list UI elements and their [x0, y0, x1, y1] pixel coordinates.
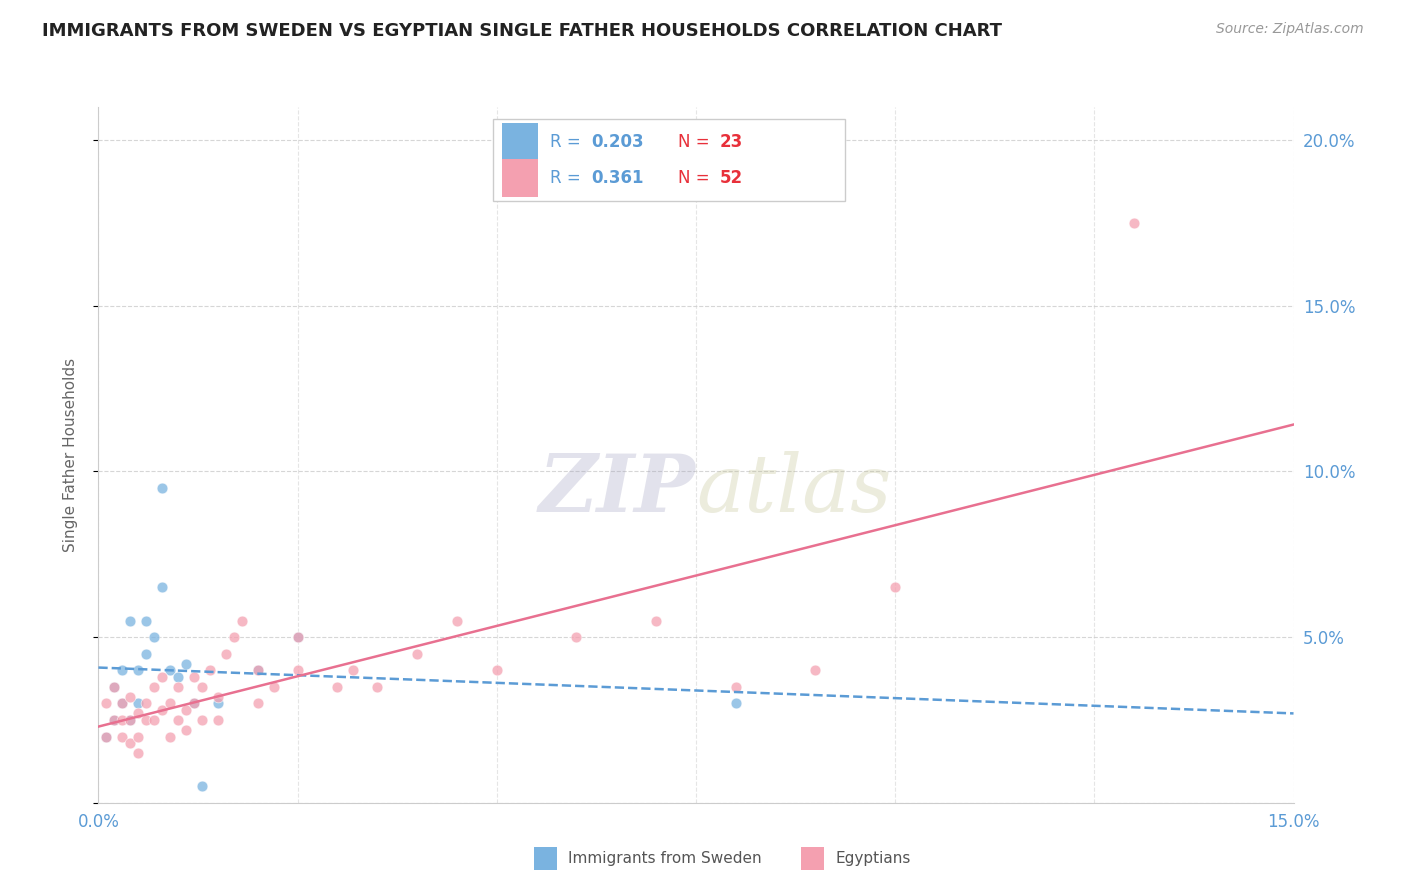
Point — [96, 730, 118, 744]
Point — [103, 680, 125, 694]
Point — [191, 779, 214, 793]
Point — [246, 663, 269, 677]
Point — [207, 713, 229, 727]
Point — [804, 663, 827, 677]
Point — [120, 713, 142, 727]
Point — [326, 680, 349, 694]
Point — [246, 697, 269, 711]
Point — [96, 730, 118, 744]
Point — [174, 657, 197, 671]
Point — [167, 713, 190, 727]
Point — [150, 670, 173, 684]
Point — [150, 581, 173, 595]
Point — [207, 697, 229, 711]
Point — [127, 697, 149, 711]
Text: ZIP: ZIP — [538, 451, 696, 528]
Point — [120, 690, 142, 704]
Point — [645, 614, 668, 628]
Point — [120, 736, 142, 750]
Point — [183, 697, 205, 711]
Text: 0.361: 0.361 — [591, 169, 644, 187]
Point — [406, 647, 429, 661]
Point — [150, 703, 173, 717]
Point — [183, 670, 205, 684]
Text: R =: R = — [550, 133, 586, 151]
Point — [135, 713, 157, 727]
Point — [174, 703, 197, 717]
Point — [446, 614, 468, 628]
Point — [159, 697, 181, 711]
Point — [565, 630, 588, 644]
Point — [246, 663, 269, 677]
Point — [198, 663, 221, 677]
Point — [120, 713, 142, 727]
Point — [207, 690, 229, 704]
Text: R =: R = — [550, 169, 586, 187]
Text: atlas: atlas — [696, 451, 891, 528]
Point — [120, 614, 142, 628]
Point — [96, 697, 118, 711]
Text: 52: 52 — [720, 169, 742, 187]
Point — [127, 746, 149, 760]
Text: Egyptians: Egyptians — [835, 851, 911, 865]
Point — [111, 713, 134, 727]
Text: Source: ZipAtlas.com: Source: ZipAtlas.com — [1216, 22, 1364, 37]
Point — [103, 713, 125, 727]
Point — [263, 680, 285, 694]
Point — [111, 663, 134, 677]
Point — [167, 670, 190, 684]
Point — [724, 680, 747, 694]
Point — [111, 697, 134, 711]
Point — [135, 614, 157, 628]
Point — [143, 630, 166, 644]
Point — [183, 697, 205, 711]
Point — [215, 647, 238, 661]
Text: Immigrants from Sweden: Immigrants from Sweden — [568, 851, 762, 865]
Point — [159, 730, 181, 744]
FancyBboxPatch shape — [502, 123, 538, 161]
Point — [342, 663, 364, 677]
Point — [222, 630, 245, 644]
Point — [191, 713, 214, 727]
Text: IMMIGRANTS FROM SWEDEN VS EGYPTIAN SINGLE FATHER HOUSEHOLDS CORRELATION CHART: IMMIGRANTS FROM SWEDEN VS EGYPTIAN SINGL… — [42, 22, 1002, 40]
Text: 23: 23 — [720, 133, 744, 151]
FancyBboxPatch shape — [494, 119, 845, 201]
Point — [159, 663, 181, 677]
Point — [111, 730, 134, 744]
Point — [127, 663, 149, 677]
Point — [724, 697, 747, 711]
Point — [287, 630, 309, 644]
Point — [135, 647, 157, 661]
Point — [366, 680, 388, 694]
Point — [143, 680, 166, 694]
Text: 0.203: 0.203 — [591, 133, 644, 151]
Point — [103, 680, 125, 694]
Point — [127, 730, 149, 744]
Text: N =: N = — [678, 133, 714, 151]
Point — [287, 630, 309, 644]
Point — [143, 713, 166, 727]
Point — [231, 614, 253, 628]
Point — [884, 581, 907, 595]
Point — [167, 680, 190, 694]
Y-axis label: Single Father Households: Single Father Households — [63, 358, 77, 552]
FancyBboxPatch shape — [502, 159, 538, 197]
Point — [103, 713, 125, 727]
Point — [150, 481, 173, 495]
Text: N =: N = — [678, 169, 714, 187]
Point — [174, 723, 197, 737]
Point — [485, 663, 508, 677]
Point — [287, 663, 309, 677]
Point — [191, 680, 214, 694]
Point — [1123, 216, 1146, 230]
Point — [111, 697, 134, 711]
Point — [127, 706, 149, 721]
Point — [135, 697, 157, 711]
